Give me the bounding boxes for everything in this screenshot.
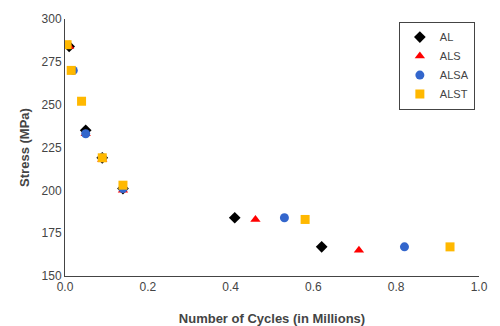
- svg-text:225: 225: [42, 141, 62, 155]
- svg-text:0.0: 0.0: [57, 280, 74, 294]
- svg-text:200: 200: [42, 184, 62, 198]
- svg-text:ALST: ALST: [440, 88, 468, 100]
- svg-text:0.4: 0.4: [222, 280, 239, 294]
- svg-text:0.8: 0.8: [388, 280, 405, 294]
- svg-text:0.2: 0.2: [139, 280, 156, 294]
- svg-text:ALSA: ALSA: [440, 69, 469, 81]
- svg-text:Number of Cycles (in Millions): Number of Cycles (in Millions): [179, 311, 365, 326]
- svg-text:300: 300: [42, 12, 62, 26]
- svg-text:275: 275: [42, 55, 62, 69]
- svg-text:ALS: ALS: [440, 50, 461, 62]
- svg-text:250: 250: [42, 98, 62, 112]
- svg-text:Stress (MPa): Stress (MPa): [17, 108, 32, 187]
- svg-text:AL: AL: [440, 31, 453, 43]
- svg-text:175: 175: [42, 226, 62, 240]
- svg-text:150: 150: [42, 269, 62, 283]
- svg-text:1.0: 1.0: [471, 280, 488, 294]
- svg-text:0.6: 0.6: [305, 280, 322, 294]
